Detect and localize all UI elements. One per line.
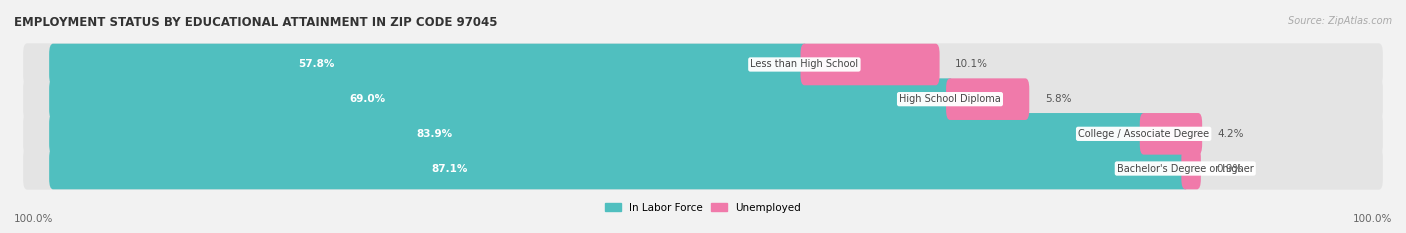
FancyBboxPatch shape [22, 113, 1384, 155]
FancyBboxPatch shape [22, 78, 1384, 120]
Text: College / Associate Degree: College / Associate Degree [1078, 129, 1209, 139]
FancyBboxPatch shape [800, 44, 939, 85]
Text: 100.0%: 100.0% [1353, 214, 1392, 224]
Text: 57.8%: 57.8% [298, 59, 335, 69]
FancyBboxPatch shape [22, 43, 1384, 86]
Text: Less than High School: Less than High School [751, 59, 859, 69]
Text: 10.1%: 10.1% [955, 59, 988, 69]
Text: EMPLOYMENT STATUS BY EDUCATIONAL ATTAINMENT IN ZIP CODE 97045: EMPLOYMENT STATUS BY EDUCATIONAL ATTAINM… [14, 16, 498, 29]
FancyBboxPatch shape [946, 78, 1029, 120]
FancyBboxPatch shape [49, 44, 808, 85]
Text: Source: ZipAtlas.com: Source: ZipAtlas.com [1288, 16, 1392, 26]
Text: Bachelor's Degree or higher: Bachelor's Degree or higher [1116, 164, 1254, 174]
FancyBboxPatch shape [22, 147, 1384, 190]
Text: High School Diploma: High School Diploma [898, 94, 1001, 104]
FancyBboxPatch shape [49, 78, 953, 120]
Text: 100.0%: 100.0% [14, 214, 53, 224]
Text: 69.0%: 69.0% [349, 94, 385, 104]
Text: 0.9%: 0.9% [1216, 164, 1243, 174]
FancyBboxPatch shape [1140, 113, 1202, 155]
Legend: In Labor Force, Unemployed: In Labor Force, Unemployed [605, 203, 801, 213]
FancyBboxPatch shape [49, 148, 1189, 189]
Text: 5.8%: 5.8% [1045, 94, 1071, 104]
FancyBboxPatch shape [49, 113, 1147, 155]
Text: 4.2%: 4.2% [1218, 129, 1244, 139]
Text: 83.9%: 83.9% [416, 129, 453, 139]
Text: 87.1%: 87.1% [432, 164, 468, 174]
FancyBboxPatch shape [1181, 148, 1201, 189]
